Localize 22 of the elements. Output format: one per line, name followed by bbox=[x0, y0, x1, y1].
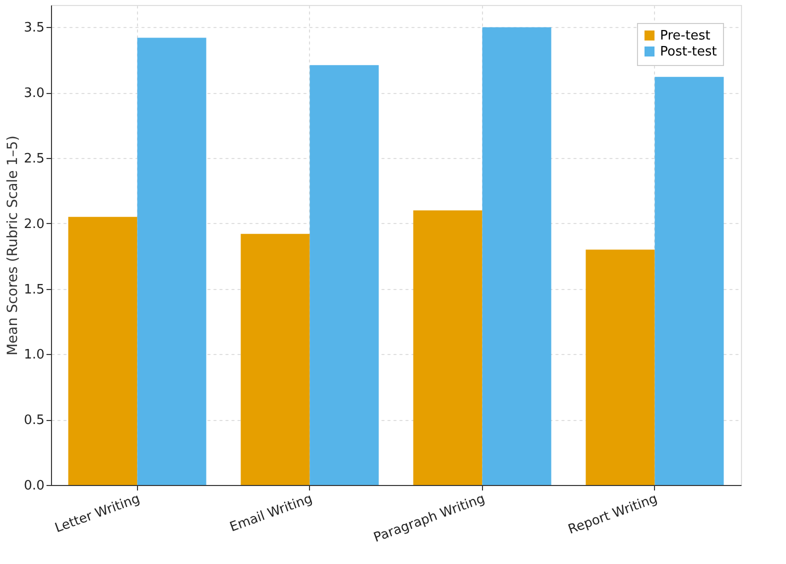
y-tick-label: 3.5 bbox=[24, 20, 44, 36]
y-tick-label: 1.5 bbox=[24, 282, 44, 298]
legend-label: Pre-test bbox=[660, 28, 710, 44]
y-tick-label: 3.0 bbox=[24, 86, 44, 102]
bar bbox=[240, 234, 310, 485]
bar bbox=[68, 216, 138, 485]
bar bbox=[137, 38, 206, 485]
bar bbox=[654, 76, 724, 485]
x-tick-label: Email Writing bbox=[228, 492, 315, 536]
bar bbox=[586, 250, 655, 485]
y-tick-label: 0.5 bbox=[24, 413, 44, 428]
y-tick-label: 1.0 bbox=[24, 348, 44, 363]
bar bbox=[482, 27, 552, 485]
y-tick-label: 2.0 bbox=[24, 216, 44, 232]
y-tick-label: 2.5 bbox=[24, 152, 44, 167]
bar bbox=[413, 210, 482, 485]
y-tick-label: 0.0 bbox=[24, 478, 44, 494]
legend-label: Post-test bbox=[660, 44, 717, 60]
bar bbox=[310, 65, 379, 485]
x-tick-label: Letter Writing bbox=[53, 492, 142, 536]
y-axis-title: Mean Scores (Rubric Scale 1–5) bbox=[4, 135, 21, 356]
x-tick-label: Report Writing bbox=[566, 492, 660, 538]
